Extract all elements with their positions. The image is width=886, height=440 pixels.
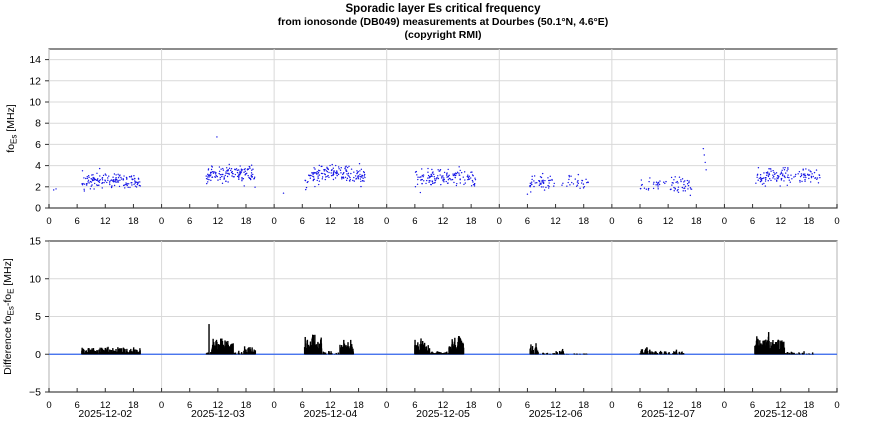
svg-text:2025-12-03: 2025-12-03 bbox=[191, 408, 245, 420]
svg-text:6: 6 bbox=[412, 216, 417, 227]
svg-text:Difference foEs-foE [MHz]: Difference foEs-foE [MHz] bbox=[2, 258, 16, 375]
svg-text:12: 12 bbox=[213, 216, 224, 227]
svg-text:0: 0 bbox=[46, 216, 51, 227]
svg-text:12: 12 bbox=[325, 216, 336, 227]
svg-text:12: 12 bbox=[550, 216, 561, 227]
svg-text:2025-12-06: 2025-12-06 bbox=[529, 408, 583, 420]
svg-text:18: 18 bbox=[804, 216, 815, 227]
svg-text:10: 10 bbox=[29, 97, 41, 109]
svg-text:6: 6 bbox=[750, 216, 755, 227]
svg-text:0: 0 bbox=[159, 400, 164, 411]
svg-text:0: 0 bbox=[834, 400, 839, 411]
svg-text:from ionosonde (DB049) measure: from ionosonde (DB049) measurements at D… bbox=[278, 16, 608, 28]
svg-text:2025-12-08: 2025-12-08 bbox=[754, 408, 808, 420]
svg-text:0: 0 bbox=[384, 400, 389, 411]
svg-text:6: 6 bbox=[637, 216, 642, 227]
svg-text:18: 18 bbox=[466, 216, 477, 227]
svg-text:foEs [MHz]: foEs [MHz] bbox=[5, 104, 19, 153]
svg-text:12: 12 bbox=[438, 216, 449, 227]
svg-text:14: 14 bbox=[29, 54, 41, 66]
svg-text:0: 0 bbox=[35, 203, 41, 215]
svg-text:Sporadic layer Es critical fre: Sporadic layer Es critical frequency bbox=[346, 3, 542, 15]
svg-text:6: 6 bbox=[35, 139, 41, 151]
svg-text:10: 10 bbox=[29, 273, 41, 285]
svg-text:15: 15 bbox=[29, 236, 41, 248]
svg-text:0: 0 bbox=[271, 400, 276, 411]
svg-text:18: 18 bbox=[241, 216, 252, 227]
svg-text:0: 0 bbox=[609, 400, 614, 411]
svg-text:18: 18 bbox=[691, 216, 702, 227]
svg-text:0: 0 bbox=[722, 216, 727, 227]
svg-text:6: 6 bbox=[525, 216, 530, 227]
svg-text:2025-12-05: 2025-12-05 bbox=[416, 408, 470, 420]
svg-text:6: 6 bbox=[74, 216, 79, 227]
svg-text:2: 2 bbox=[35, 181, 41, 193]
svg-text:5: 5 bbox=[35, 311, 41, 323]
svg-text:12: 12 bbox=[663, 216, 674, 227]
svg-text:18: 18 bbox=[128, 216, 139, 227]
svg-text:0: 0 bbox=[384, 216, 389, 227]
svg-text:4: 4 bbox=[35, 160, 41, 172]
svg-text:18: 18 bbox=[353, 216, 364, 227]
svg-text:0: 0 bbox=[834, 216, 839, 227]
svg-text:2025-12-04: 2025-12-04 bbox=[304, 408, 358, 420]
svg-text:0: 0 bbox=[271, 216, 276, 227]
svg-text:(copyright RMI): (copyright RMI) bbox=[405, 29, 482, 41]
svg-text:2025-12-02: 2025-12-02 bbox=[78, 408, 132, 420]
svg-text:8: 8 bbox=[35, 118, 41, 130]
svg-text:12: 12 bbox=[775, 216, 786, 227]
svg-text:6: 6 bbox=[187, 216, 192, 227]
svg-text:0: 0 bbox=[46, 400, 51, 411]
svg-text:0: 0 bbox=[497, 216, 502, 227]
svg-text:−5: −5 bbox=[29, 387, 41, 399]
svg-text:0: 0 bbox=[497, 400, 502, 411]
svg-text:0: 0 bbox=[722, 400, 727, 411]
svg-text:0: 0 bbox=[609, 216, 614, 227]
svg-text:0: 0 bbox=[35, 349, 41, 361]
svg-text:0: 0 bbox=[159, 216, 164, 227]
svg-text:6: 6 bbox=[300, 216, 305, 227]
svg-text:12: 12 bbox=[100, 216, 111, 227]
svg-text:18: 18 bbox=[578, 216, 589, 227]
svg-text:2025-12-07: 2025-12-07 bbox=[641, 408, 695, 420]
svg-text:12: 12 bbox=[29, 75, 41, 87]
